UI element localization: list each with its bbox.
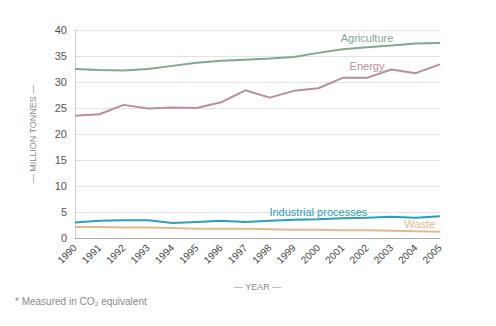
svg-text:2004: 2004 [396,242,420,266]
svg-text:* Measured in CO₂ equivalent: * Measured in CO₂ equivalent [15,296,147,307]
svg-text:1994: 1994 [153,242,177,266]
svg-text:2002: 2002 [347,242,371,266]
svg-text:Agriculture: Agriculture [341,32,394,44]
svg-text:15: 15 [55,154,67,166]
svg-text:2003: 2003 [372,242,396,266]
svg-text:30: 30 [55,76,67,88]
svg-text:35: 35 [55,50,67,62]
svg-text:Waste: Waste [404,218,435,230]
svg-text:1992: 1992 [104,242,128,266]
svg-text:— MILLION TONNES —: — MILLION TONNES — [28,85,38,184]
svg-text:1995: 1995 [177,242,201,266]
svg-text:10: 10 [55,180,67,192]
svg-text:1990: 1990 [55,242,79,266]
svg-text:Industrial processes: Industrial processes [269,206,367,218]
svg-text:— YEAR —: — YEAR — [234,282,281,292]
svg-text:0: 0 [61,232,67,244]
svg-text:1998: 1998 [250,242,274,266]
svg-text:5: 5 [61,206,67,218]
svg-text:1993: 1993 [128,242,152,266]
svg-text:1997: 1997 [226,242,250,266]
svg-text:2005: 2005 [420,242,444,266]
svg-text:1999: 1999 [274,242,298,266]
svg-text:1991: 1991 [80,242,104,266]
svg-text:Energy: Energy [350,60,385,72]
svg-text:20: 20 [55,128,67,140]
svg-text:2001: 2001 [323,242,347,266]
svg-text:1996: 1996 [201,242,225,266]
svg-text:25: 25 [55,102,67,114]
svg-text:2000: 2000 [299,242,323,266]
svg-text:40: 40 [55,24,67,36]
